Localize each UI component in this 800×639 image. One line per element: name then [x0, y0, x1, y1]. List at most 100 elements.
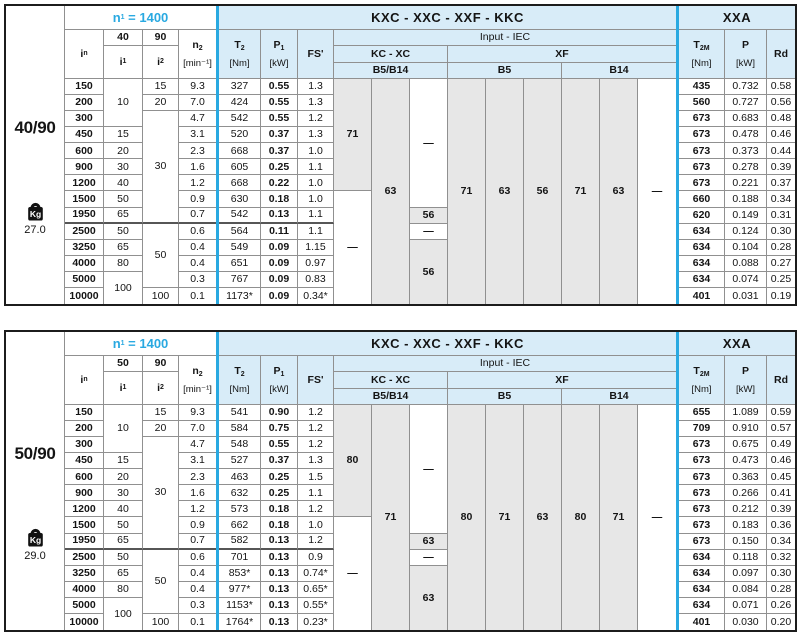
fs-cell: 1.3 — [298, 79, 334, 96]
i2-cell: 100 — [143, 287, 179, 304]
n2-cell: 0.1 — [179, 287, 216, 304]
fs-cell: 0.74* — [298, 565, 334, 582]
fs-cell: 1.1 — [298, 223, 334, 240]
iec-size-cell: — — [410, 549, 448, 566]
xxa-title: XXA — [679, 6, 795, 30]
col-header-b5: B5 — [448, 63, 562, 79]
rd-cell: 0.26 — [767, 597, 795, 614]
rd-cell: 0.28 — [767, 581, 795, 598]
t2-cell: 767 — [219, 271, 261, 288]
cyan-divider — [216, 6, 219, 304]
iec-size-cell: 71 — [562, 79, 600, 304]
col-header-n2: n2 [min⁻¹] — [179, 356, 216, 405]
p-cell: 0.278 — [725, 159, 767, 176]
p1-cell: 0.37 — [261, 453, 298, 470]
i2-cell: 30 — [143, 437, 179, 550]
ratio-cell: 200 — [65, 95, 104, 112]
t2-cell: 541 — [219, 405, 261, 422]
col-header-kc-xc: KC - XC — [334, 46, 448, 63]
fs-cell: 1.2 — [298, 421, 334, 438]
i1-cell: 80 — [104, 255, 143, 272]
p-cell: 0.088 — [725, 255, 767, 272]
t2m-cell: 435 — [679, 79, 725, 96]
fs-cell: 0.34* — [298, 287, 334, 304]
p1-cell: 0.09 — [261, 271, 298, 288]
fs-cell: 1.2 — [298, 533, 334, 550]
table-title: KXC - XXC - XXF - KKC — [219, 332, 676, 356]
i1-cell: 100 — [104, 271, 143, 304]
rd-cell: 0.46 — [767, 127, 795, 144]
p1-cell: 0.55 — [261, 95, 298, 112]
p1-cell: 0.18 — [261, 191, 298, 208]
rd-cell: 0.25 — [767, 271, 795, 288]
rd-cell: 0.44 — [767, 143, 795, 160]
p-cell: 0.221 — [725, 175, 767, 192]
i1-cell: 40 — [104, 175, 143, 192]
rd-cell: 0.39 — [767, 501, 795, 518]
t2m-cell: 560 — [679, 95, 725, 112]
n2-cell: 3.1 — [179, 453, 216, 470]
p1-cell: 0.13 — [261, 613, 298, 630]
rd-cell: 0.28 — [767, 239, 795, 256]
p1-cell: 0.75 — [261, 421, 298, 438]
iec-size-cell: 63 — [486, 79, 524, 304]
ratio-cell: 10000 — [65, 613, 104, 630]
t2-cell: 564 — [219, 223, 261, 240]
col-header-group2: 90 — [143, 356, 179, 372]
col-header-p1: P1 [kW] — [261, 30, 298, 79]
i1-cell: 10 — [104, 79, 143, 128]
p-cell: 0.910 — [725, 421, 767, 438]
n2-cell: 9.3 — [179, 405, 216, 422]
iec-size-cell: — — [410, 405, 448, 534]
n2-cell: 0.4 — [179, 581, 216, 598]
col-header-b14: B14 — [562, 63, 676, 79]
t2m-cell: 634 — [679, 239, 725, 256]
t2-cell: 542 — [219, 111, 261, 128]
ratio-cell: 300 — [65, 437, 104, 454]
t2-cell: 463 — [219, 469, 261, 486]
p1-cell: 0.13 — [261, 207, 298, 224]
t2m-cell: 634 — [679, 255, 725, 272]
p-cell: 0.727 — [725, 95, 767, 112]
iec-size-cell: — — [410, 223, 448, 240]
p1-cell: 0.18 — [261, 517, 298, 534]
col-header-b14: B14 — [562, 389, 676, 405]
i2-cell: 15 — [143, 405, 179, 422]
weight-icon: Kg — [27, 528, 43, 547]
p-cell: 0.030 — [725, 613, 767, 630]
p-cell: 0.031 — [725, 287, 767, 304]
t2-cell: 549 — [219, 239, 261, 256]
p1-cell: 0.11 — [261, 223, 298, 240]
col-header-fs: FS' — [298, 30, 334, 79]
p1-cell: 0.09 — [261, 255, 298, 272]
rd-cell: 0.59 — [767, 405, 795, 422]
p-cell: 0.084 — [725, 581, 767, 598]
ratio-cell: 5000 — [65, 271, 104, 288]
n2-cell: 0.1 — [179, 613, 216, 630]
n2-cell: 0.3 — [179, 271, 216, 288]
p-cell: 0.266 — [725, 485, 767, 502]
t2-cell: 668 — [219, 175, 261, 192]
t2m-cell: 673 — [679, 517, 725, 534]
i1-cell: 65 — [104, 207, 143, 224]
rd-cell: 0.20 — [767, 613, 795, 630]
p1-cell: 0.13 — [261, 533, 298, 550]
col-header-t2: T2 [Nm] — [219, 30, 261, 79]
weight-icon: Kg — [27, 202, 43, 221]
t2m-cell: 709 — [679, 421, 725, 438]
iec-size-cell: 71 — [448, 79, 486, 304]
fs-cell: 0.65* — [298, 581, 334, 598]
fs-cell: 1.0 — [298, 175, 334, 192]
fs-cell: 0.23* — [298, 613, 334, 630]
iec-size-cell: 63 — [600, 79, 638, 304]
model-label: 40/90 — [14, 118, 56, 137]
t2m-cell: 620 — [679, 207, 725, 224]
n2-cell: 4.7 — [179, 437, 216, 454]
n2-cell: 4.7 — [179, 111, 216, 128]
p1-cell: 0.37 — [261, 127, 298, 144]
ratio-cell: 1500 — [65, 191, 104, 208]
